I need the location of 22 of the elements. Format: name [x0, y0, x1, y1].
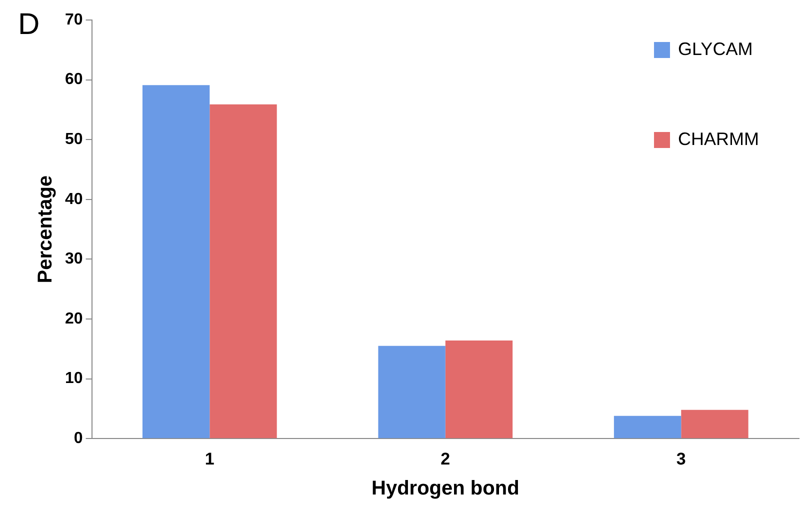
- y-tick-label: 30: [65, 250, 83, 268]
- x-tick-label: 1: [204, 449, 214, 468]
- y-tick-label: 40: [65, 190, 83, 208]
- bar: [445, 340, 513, 438]
- legend-label: CHARMM: [678, 128, 760, 149]
- x-tick-label: 2: [440, 449, 450, 468]
- y-tick-label: 20: [65, 310, 83, 328]
- bar: [142, 85, 210, 438]
- y-tick-label: 70: [65, 11, 83, 28]
- bar: [210, 104, 277, 438]
- y-tick-label: 10: [65, 370, 83, 388]
- x-axis-title: Hydrogen bond: [372, 478, 520, 500]
- y-tick-label: 50: [65, 131, 83, 148]
- bar: [378, 346, 446, 438]
- y-tick-label: 0: [74, 430, 83, 448]
- bar: [681, 410, 748, 438]
- text: D: [18, 8, 40, 42]
- bar: [614, 416, 682, 438]
- y-tick-label: 60: [65, 71, 83, 88]
- legend-label: GLYCAM: [678, 38, 753, 59]
- y-axis-title: Percentage: [34, 175, 57, 284]
- x-tick-label: 3: [676, 449, 686, 468]
